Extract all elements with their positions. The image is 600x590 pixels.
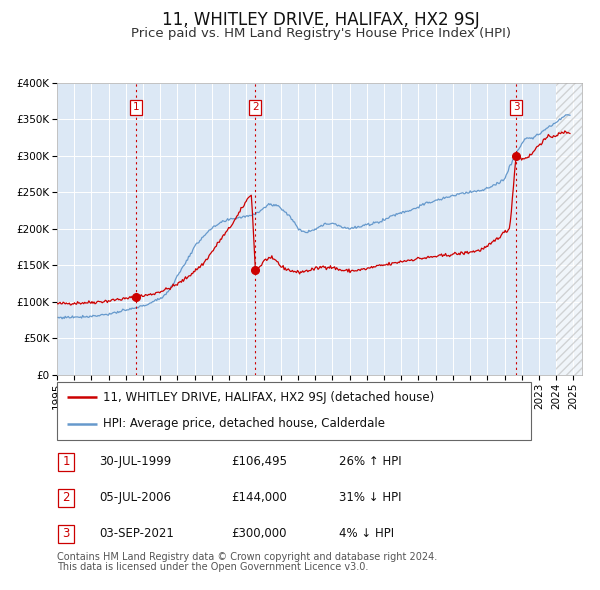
Text: This data is licensed under the Open Government Licence v3.0.: This data is licensed under the Open Gov… <box>57 562 368 572</box>
Text: £300,000: £300,000 <box>231 527 287 540</box>
Text: 4% ↓ HPI: 4% ↓ HPI <box>339 527 394 540</box>
Bar <box>556 83 582 375</box>
Text: 03-SEP-2021: 03-SEP-2021 <box>99 527 174 540</box>
FancyBboxPatch shape <box>58 489 74 507</box>
Text: Contains HM Land Registry data © Crown copyright and database right 2024.: Contains HM Land Registry data © Crown c… <box>57 552 437 562</box>
Text: £144,000: £144,000 <box>231 491 287 504</box>
Text: 05-JUL-2006: 05-JUL-2006 <box>99 491 171 504</box>
Text: 11, WHITLEY DRIVE, HALIFAX, HX2 9SJ: 11, WHITLEY DRIVE, HALIFAX, HX2 9SJ <box>162 11 480 29</box>
Text: HPI: Average price, detached house, Calderdale: HPI: Average price, detached house, Cald… <box>103 418 385 431</box>
FancyBboxPatch shape <box>57 382 531 440</box>
FancyBboxPatch shape <box>58 525 74 543</box>
Text: Price paid vs. HM Land Registry's House Price Index (HPI): Price paid vs. HM Land Registry's House … <box>131 27 511 40</box>
Text: 2: 2 <box>252 103 259 113</box>
Text: 30-JUL-1999: 30-JUL-1999 <box>99 455 171 468</box>
Text: 26% ↑ HPI: 26% ↑ HPI <box>339 455 401 468</box>
Text: £106,495: £106,495 <box>231 455 287 468</box>
Text: 31% ↓ HPI: 31% ↓ HPI <box>339 491 401 504</box>
Text: 11, WHITLEY DRIVE, HALIFAX, HX2 9SJ (detached house): 11, WHITLEY DRIVE, HALIFAX, HX2 9SJ (det… <box>103 391 435 404</box>
Text: 3: 3 <box>513 103 520 113</box>
FancyBboxPatch shape <box>58 453 74 471</box>
Text: 2: 2 <box>62 491 70 504</box>
Text: 1: 1 <box>133 103 139 113</box>
Text: 3: 3 <box>62 527 70 540</box>
Text: 1: 1 <box>62 455 70 468</box>
